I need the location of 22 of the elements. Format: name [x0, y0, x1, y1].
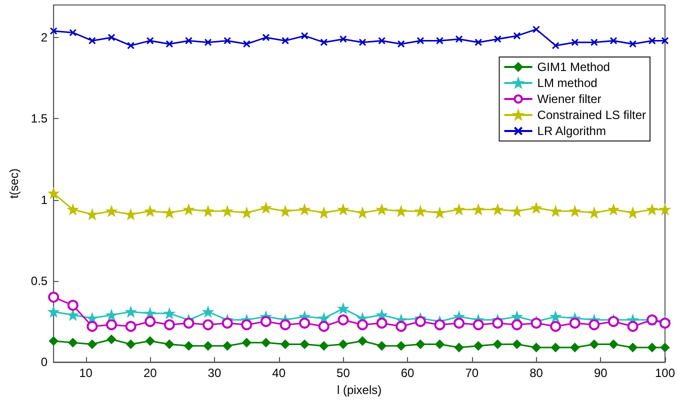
- y-tick-label: 0.5: [30, 274, 48, 288]
- legend-label: GIM1 Method: [537, 60, 610, 74]
- x-tick-label: 10: [79, 366, 93, 380]
- legend-label: Wiener filter: [537, 92, 602, 106]
- y-tick-label: 1.5: [30, 112, 48, 126]
- legend-label: LM method: [537, 76, 598, 90]
- x-tick-label: 60: [400, 366, 415, 380]
- x-tick-label: 80: [530, 366, 544, 380]
- x-tick-label: 70: [465, 366, 479, 380]
- x-tick-label: 50: [336, 366, 350, 380]
- y-tick-label: 0: [40, 355, 48, 370]
- x-tick-label: 90: [594, 366, 608, 380]
- x-tick-label: 20: [143, 366, 158, 380]
- x-tick-label: 40: [272, 366, 286, 380]
- legend-label: LR Algorithm: [537, 124, 606, 138]
- x-tick-label: 100: [654, 366, 676, 380]
- y-axis-title: t(sec): [7, 168, 21, 199]
- legend-label: Constrained LS filter: [537, 108, 646, 122]
- x-axis-title: l (pixels): [336, 383, 382, 397]
- y-tick-label: 1: [40, 192, 48, 207]
- y-tick-label: 2: [40, 30, 48, 44]
- x-tick-label: 30: [208, 366, 222, 380]
